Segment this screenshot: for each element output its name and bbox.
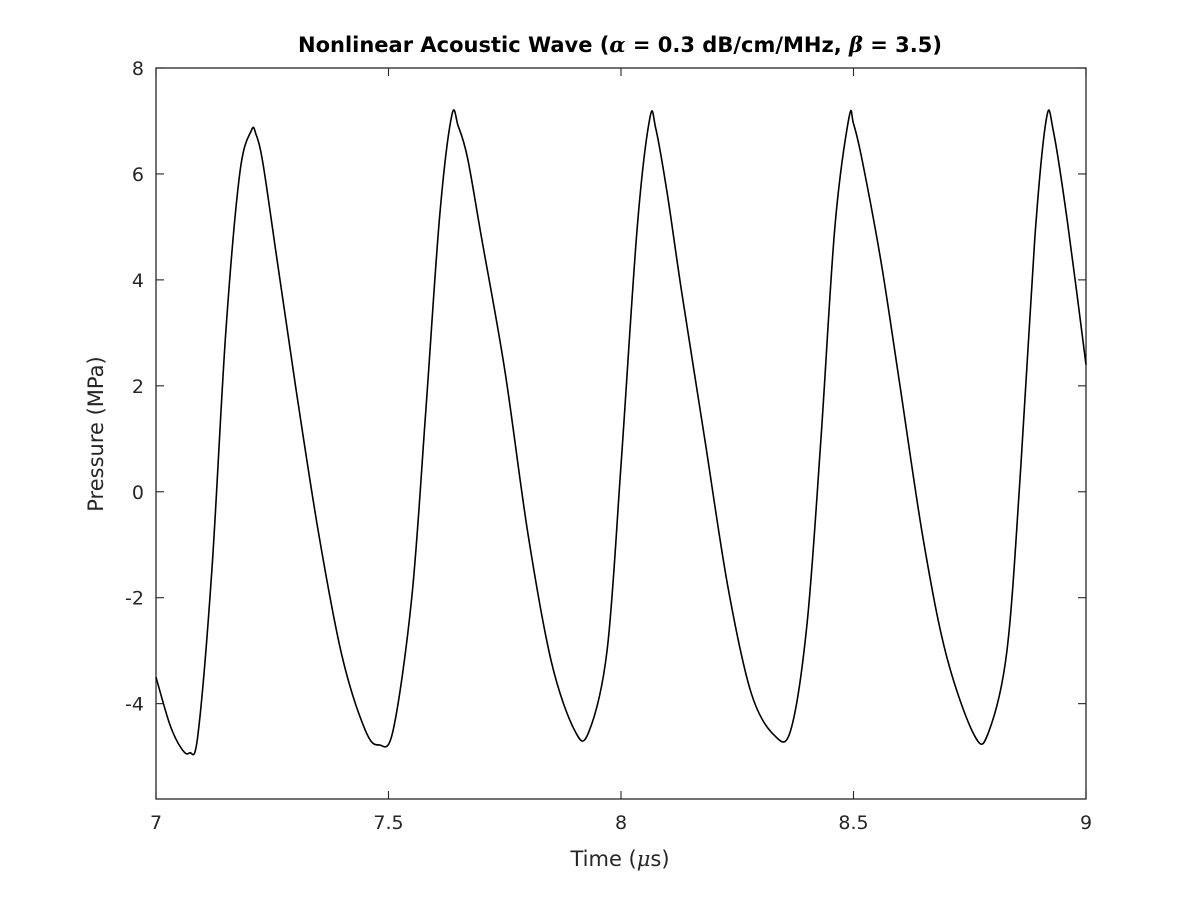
x-tick-label: 7 [150,812,162,834]
y-tick-label: 6 [132,164,144,186]
x-axis-label-prefix: Time ( [569,847,636,871]
x-axis-ticks: 7 7.5 8 8.5 9 [150,68,1092,834]
y-axis-label: Pressure (MPa) [84,356,108,511]
title-alpha-symbol: α [609,32,625,57]
plot-area: 7 7.5 8 8.5 9 8 6 4 2 0 -2 -4 [125,58,1092,834]
chart-title: Nonlinear Acoustic Wave (α = 0.3 dB/cm/M… [298,32,942,57]
y-axis-ticks: 8 6 4 2 0 -2 -4 [125,58,1086,716]
x-axis-label-mu-symbol: μ [637,847,651,871]
x-tick-label: 8 [615,812,627,834]
y-tick-label: -4 [125,694,144,716]
title-beta-symbol: β [848,32,863,57]
y-tick-label: 8 [132,58,144,80]
y-tick-label: 4 [132,270,144,292]
title-alpha-value: = 0.3 dB/cm/MHz, [626,33,849,57]
x-tick-label: 8.5 [838,812,868,834]
y-tick-label: 2 [132,376,144,398]
y-tick-label: 0 [132,482,144,504]
x-tick-label: 9 [1080,812,1092,834]
title-beta-value: = 3.5) [863,33,942,57]
pressure-series-line [155,109,1087,756]
x-tick-label: 7.5 [373,812,403,834]
x-axis-label: Time (μs) [569,847,669,871]
series-layer [155,109,1087,756]
y-tick-label: -2 [125,588,144,610]
title-prefix: Nonlinear Acoustic Wave ( [298,33,609,57]
x-axis-label-suffix: s) [650,847,669,871]
